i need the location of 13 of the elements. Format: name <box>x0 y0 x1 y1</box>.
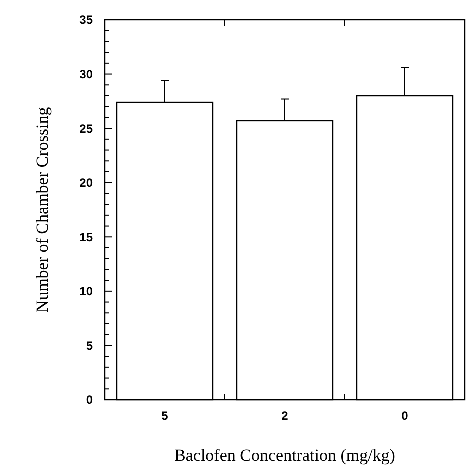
y-tick-label: 30 <box>80 67 94 82</box>
x-tick-label: 2 <box>282 409 289 423</box>
y-tick-label: 5 <box>86 338 94 353</box>
y-tick-label: 35 <box>80 13 94 28</box>
y-tick-label: 15 <box>80 230 94 244</box>
y-tick-label: 25 <box>80 122 94 136</box>
x-tick-label: 0 <box>402 409 409 423</box>
y-tick-label: 10 <box>80 284 94 299</box>
x-axis-title: Baclofen Concentration (mg/kg) <box>174 446 396 465</box>
y-axis-title: Number of Chamber Crossing <box>33 106 52 313</box>
x-tick-label: 5 <box>162 409 169 423</box>
y-tick-label: 0 <box>86 393 94 408</box>
y-tick-label: 20 <box>80 176 94 190</box>
